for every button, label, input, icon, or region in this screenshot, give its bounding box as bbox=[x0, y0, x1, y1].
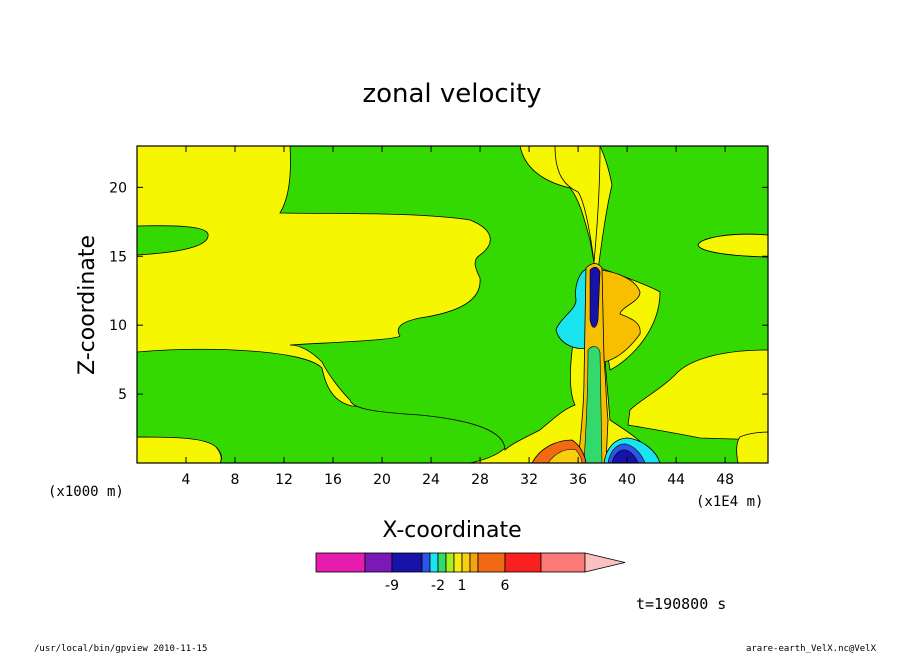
yellow-region-bottom-right bbox=[736, 431, 768, 463]
yellow-region-bottom-left bbox=[137, 436, 222, 463]
y-tick-label: 20 bbox=[109, 180, 127, 196]
colorbar-segment bbox=[453, 552, 463, 573]
colorbar-segment bbox=[421, 552, 431, 573]
colorbar-segment bbox=[504, 552, 542, 573]
x-tick-label: 28 bbox=[471, 472, 489, 488]
y-tick-label: 10 bbox=[109, 318, 127, 334]
colorbar-segment bbox=[469, 552, 479, 573]
x-tick-label: 8 bbox=[231, 472, 240, 488]
x-tick-label: 44 bbox=[667, 472, 685, 488]
colorbar-segment bbox=[477, 552, 506, 573]
green-region-left-top bbox=[137, 225, 209, 256]
colorbar-label: 6 bbox=[501, 578, 510, 594]
x-tick-label: 40 bbox=[618, 472, 636, 488]
colorbar: -9 -2 1 6 bbox=[315, 552, 626, 594]
x-axis: 4 8 12 16 20 24 28 32 36 40 44 48 bbox=[182, 146, 734, 488]
colorbar-label: -9 bbox=[385, 578, 399, 594]
time-label: t=190800 s bbox=[636, 595, 726, 613]
y-tick-label: 5 bbox=[118, 387, 127, 403]
x-unit-left: (x1000 m) bbox=[48, 484, 124, 500]
x-tick-label: 32 bbox=[520, 472, 538, 488]
jet-column-navy bbox=[589, 266, 601, 328]
x-tick-label: 12 bbox=[275, 472, 293, 488]
x-tick-label: 4 bbox=[182, 472, 191, 488]
footer-right: arare-earth_VelX.nc@VelX bbox=[746, 644, 877, 654]
colorbar-segment bbox=[315, 552, 366, 573]
colorbar-arrow bbox=[584, 552, 626, 573]
x-tick-label: 20 bbox=[373, 472, 391, 488]
footer-left: /usr/local/bin/gpview 2010-11-15 bbox=[34, 644, 207, 654]
x-tick-label: 48 bbox=[716, 472, 734, 488]
colorbar-segment bbox=[461, 552, 471, 573]
y-axis: 5 10 15 20 bbox=[109, 180, 768, 403]
plot-area bbox=[137, 146, 768, 463]
colorbar-label: 1 bbox=[458, 578, 467, 594]
cyan-region-left-lobe bbox=[555, 267, 589, 349]
x-tick-label: 24 bbox=[422, 472, 440, 488]
x-unit-right: (x1E4 m) bbox=[696, 494, 763, 510]
colorbar-segment bbox=[391, 552, 423, 573]
colorbar-segment bbox=[437, 552, 447, 573]
yellow-region-central-wedge bbox=[554, 146, 601, 263]
y-axis-label: Z-coordinate bbox=[75, 235, 100, 375]
colorbar-segment bbox=[429, 552, 439, 573]
navy-region-bottom-jet bbox=[611, 449, 639, 463]
chart-title: zonal velocity bbox=[362, 79, 541, 109]
y-tick-label: 15 bbox=[109, 249, 127, 265]
yellow-region-right-tongue bbox=[697, 233, 768, 258]
yellow-region-bottom-jet bbox=[547, 449, 583, 463]
orange-region-right-lobe bbox=[599, 269, 641, 363]
colorbar-segment bbox=[445, 552, 455, 573]
colorbar-segment bbox=[540, 552, 586, 573]
colorbar-label: -2 bbox=[431, 578, 445, 594]
x-tick-label: 36 bbox=[569, 472, 587, 488]
x-axis-label: X-coordinate bbox=[382, 518, 521, 543]
x-tick-label: 16 bbox=[324, 472, 342, 488]
plot-frame bbox=[136, 145, 769, 464]
colorbar-segment bbox=[364, 552, 393, 573]
